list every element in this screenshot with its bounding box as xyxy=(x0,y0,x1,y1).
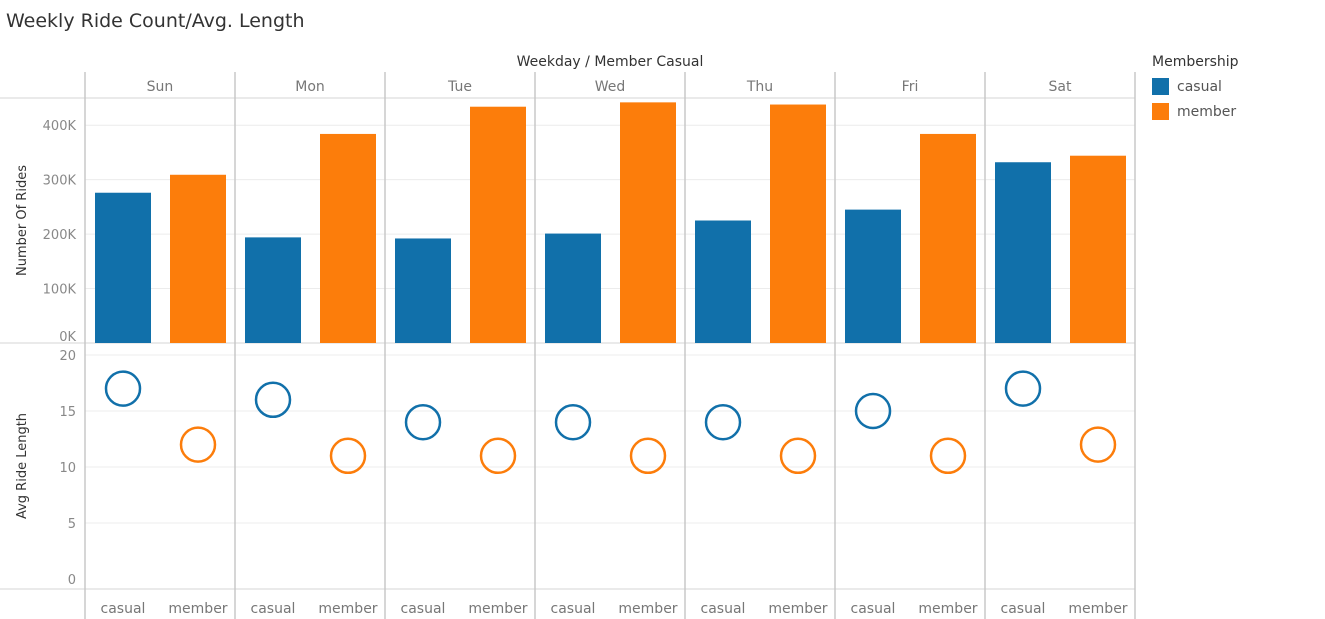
scatter-y-axis-title: Avg Ride Length xyxy=(15,413,30,519)
legend-item-member[interactable]: member xyxy=(1152,99,1239,124)
weekday-header-sat: Sat xyxy=(1049,79,1072,95)
x-tick-label-sun-member: member xyxy=(168,601,227,617)
legend: Membership casual member xyxy=(1152,54,1239,124)
x-tick-label-wed-casual: casual xyxy=(551,601,596,617)
x-tick-label-thu-casual: casual xyxy=(701,601,746,617)
legend-swatch-casual xyxy=(1152,78,1169,95)
x-tick-label-wed-member: member xyxy=(618,601,677,617)
x-tick-label-sat-casual: casual xyxy=(1001,601,1046,617)
legend-label-member: member xyxy=(1177,103,1237,120)
weekday-header-wed: Wed xyxy=(595,79,626,95)
point-mon-casual xyxy=(254,381,292,419)
weekday-header-tue: Tue xyxy=(447,79,472,95)
chart-title: Weekly Ride Count/Avg. Length xyxy=(6,10,305,32)
scatter-y-tick-label: 10 xyxy=(59,461,76,476)
column-header-title: Weekday / Member Casual xyxy=(517,54,704,70)
weekday-header-thu: Thu xyxy=(746,79,773,95)
weekday-header-sun: Sun xyxy=(147,79,174,95)
x-tick-label-sat-member: member xyxy=(1068,601,1127,617)
bar-y-tick-label: 0K xyxy=(59,330,76,345)
bar-sun-member xyxy=(170,174,226,343)
bar-tue-member xyxy=(470,106,526,343)
weekday-header-fri: Fri xyxy=(902,79,919,95)
bar-y-tick-label: 200K xyxy=(43,228,77,243)
point-tue-casual xyxy=(404,403,442,441)
x-tick-label-sun-casual: casual xyxy=(101,601,146,617)
point-wed-member xyxy=(629,437,667,475)
bar-sun-casual xyxy=(95,192,151,343)
point-wed-casual xyxy=(554,403,592,441)
bar-mon-casual xyxy=(245,237,301,343)
bar-wed-casual xyxy=(545,233,601,343)
point-thu-member xyxy=(779,437,817,475)
legend-swatch-member xyxy=(1152,103,1169,120)
x-tick-label-fri-casual: casual xyxy=(851,601,896,617)
point-fri-casual xyxy=(854,392,892,430)
bar-sat-casual xyxy=(995,162,1051,343)
bar-y-axis-title: Number Of Rides xyxy=(15,165,30,276)
point-tue-member xyxy=(479,437,517,475)
x-tick-label-mon-casual: casual xyxy=(251,601,296,617)
bar-wed-member xyxy=(620,102,676,343)
bar-y-tick-label: 400K xyxy=(43,119,77,134)
point-sun-casual xyxy=(104,370,142,407)
point-fri-member xyxy=(929,437,967,475)
chart-svg: 0K 100K 200K 300K 400K 0 5 10 15 20 Weekday / Memb… xyxy=(0,54,1136,619)
bar-thu-casual xyxy=(695,220,751,343)
x-tick-label-mon-member: member xyxy=(318,601,377,617)
x-tick-label-fri-member: member xyxy=(918,601,977,617)
x-tick-label-tue-casual: casual xyxy=(401,601,446,617)
legend-title: Membership xyxy=(1152,54,1239,70)
scatter-y-tick-label: 20 xyxy=(59,349,76,364)
point-sun-member xyxy=(179,426,217,463)
bar-fri-member xyxy=(920,133,976,343)
bar-y-tick-label: 300K xyxy=(43,174,77,189)
x-tick-label-thu-member: member xyxy=(768,601,827,617)
point-sat-casual xyxy=(1004,370,1042,407)
legend-item-casual[interactable]: casual xyxy=(1152,74,1239,99)
bar-tue-casual xyxy=(395,238,451,343)
x-tick-label-tue-member: member xyxy=(468,601,527,617)
bar-mon-member xyxy=(320,133,376,343)
bar-y-tick-label: 100K xyxy=(43,283,77,298)
point-mon-member xyxy=(329,437,367,475)
point-sat-member xyxy=(1079,426,1117,463)
bar-fri-casual xyxy=(845,209,901,343)
scatter-y-tick-label: 5 xyxy=(68,517,76,532)
bar-thu-member xyxy=(770,104,826,344)
scatter-y-tick-label: 0 xyxy=(68,573,76,588)
scatter-y-tick-label: 15 xyxy=(59,405,76,420)
legend-label-casual: casual xyxy=(1177,78,1222,95)
bar-sat-member xyxy=(1070,155,1126,343)
point-thu-casual xyxy=(704,403,742,441)
weekday-header-mon: Mon xyxy=(295,79,325,95)
